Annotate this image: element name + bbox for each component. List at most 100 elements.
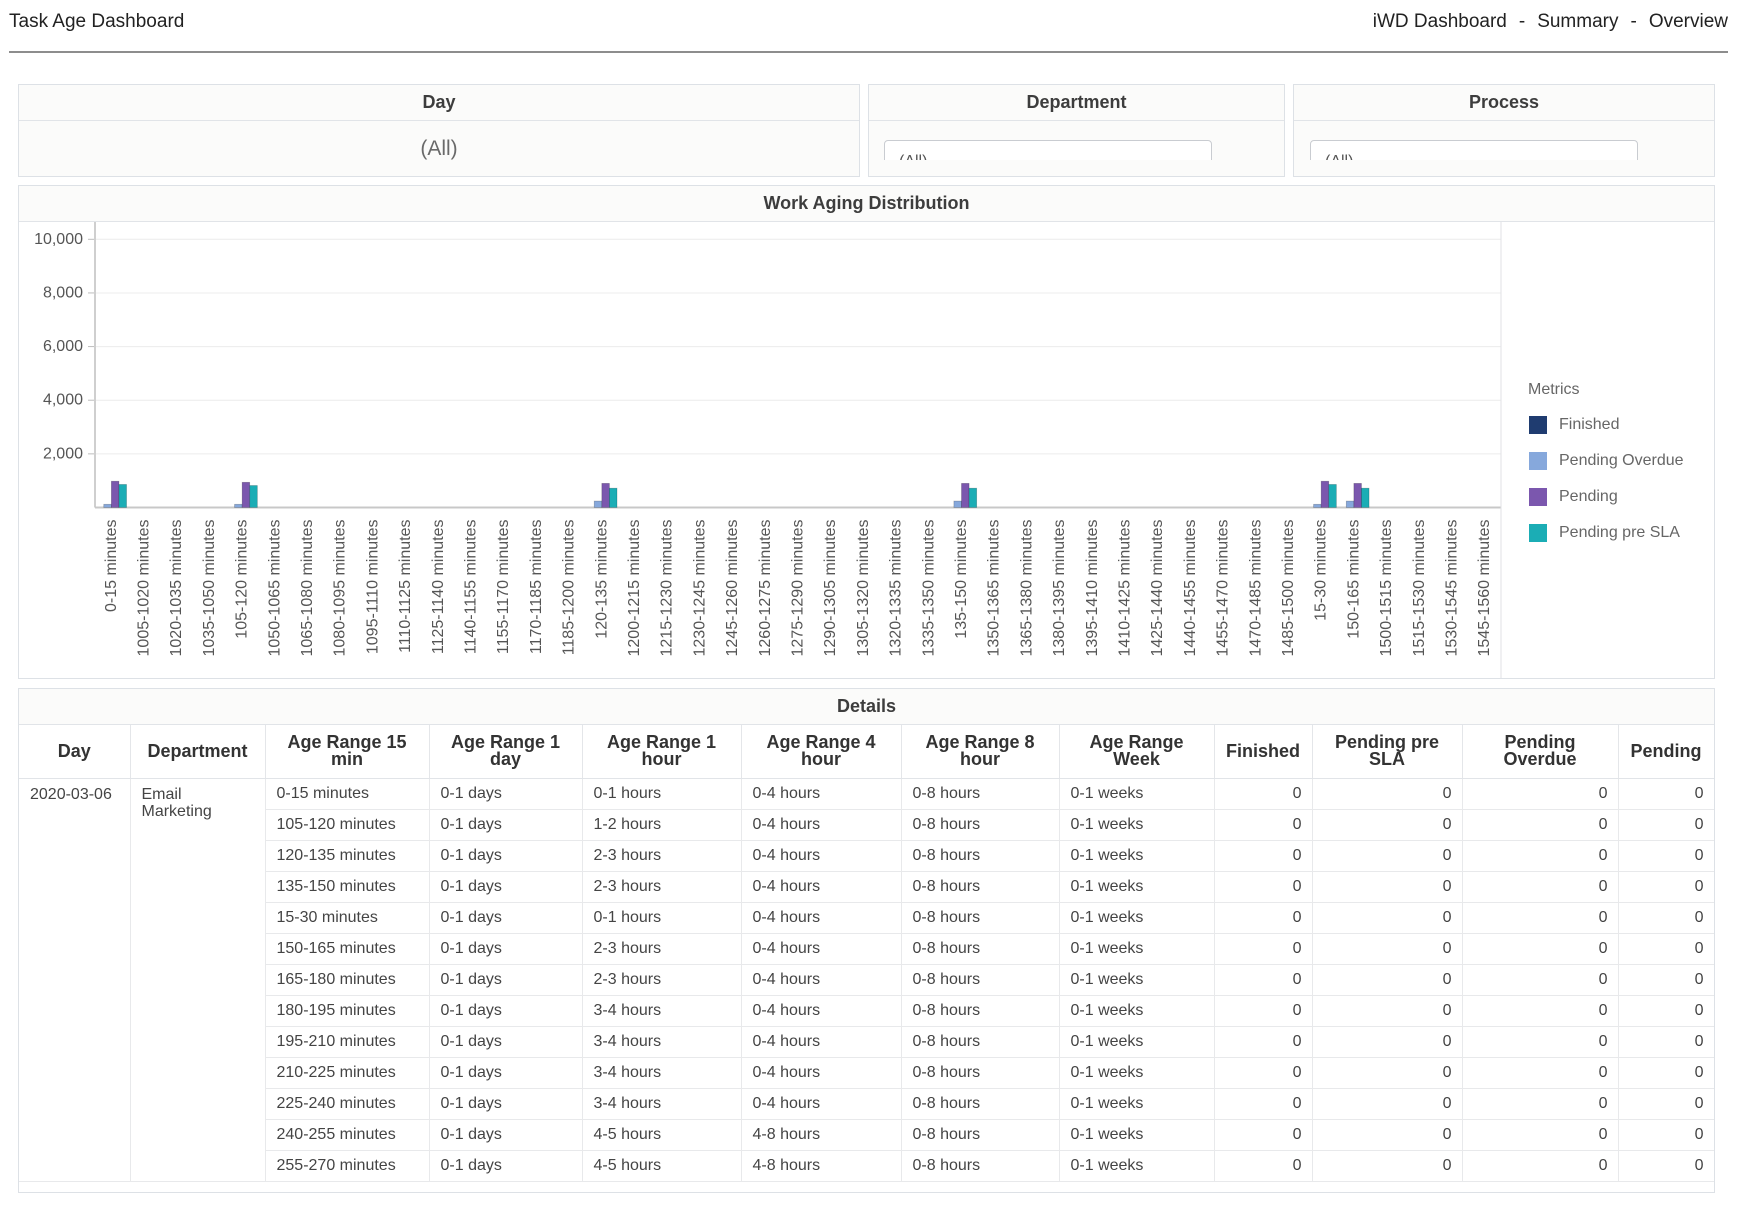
table-body: 2020-03-06 Email Marketing 0-15 minutes 0-1… [19, 778, 1714, 1182]
x-tick-label: 1470-1485 minutes [1247, 520, 1264, 657]
column-header-day[interactable]: Day [19, 725, 131, 779]
breadcrumb-iwd-dashboard[interactable]: iWD Dashboard [1372, 11, 1507, 32]
age-range-8-hour-cell: 0-8 hours [901, 840, 1060, 872]
pending-cell: 0 [1618, 933, 1714, 965]
age-range-week-cell: 0-1 weeks [1059, 1150, 1215, 1182]
age-range-1-day-cell: 0-1 days [429, 902, 583, 934]
column-header-pending-overdue[interactable]: Pending Overdue [1462, 725, 1619, 779]
pending-cell: 0 [1618, 809, 1714, 841]
x-tick-label: 1230-1245 minutes [691, 520, 708, 657]
x-tick-label: 1425-1440 minutes [1149, 520, 1166, 657]
column-header-age-range-week[interactable]: Age Range Week [1059, 725, 1215, 779]
process-filter-title: Process [1294, 85, 1714, 121]
x-tick-label: 1095-1110 minutes [364, 520, 381, 655]
column-header-finished[interactable]: Finished [1214, 725, 1313, 779]
pending-pre-sla-cell: 0 [1312, 840, 1463, 872]
age-range-1-day-cell: 0-1 days [429, 1057, 583, 1089]
pending-pre-sla-cell: 0 [1312, 778, 1463, 810]
pending-pre-sla-cell: 0 [1312, 902, 1463, 934]
chart-title: Work Aging Distribution [19, 186, 1714, 222]
x-tick-label: 1410-1425 minutes [1116, 520, 1133, 657]
legend-title: Metrics [1528, 381, 1580, 398]
breadcrumb-summary[interactable]: Summary [1537, 11, 1619, 32]
age-range-1-day-cell: 0-1 days [429, 995, 583, 1027]
x-tick-label: 1530-1545 minutes [1443, 520, 1460, 657]
column-header-age-range-15-min[interactable]: Age Range 15 min [265, 725, 430, 779]
age-range-4-hour-cell: 0-4 hours [741, 902, 902, 934]
bar-pending-overdue [103, 503, 112, 508]
legend-swatch [1529, 488, 1547, 506]
finished-cell: 0 [1214, 809, 1313, 841]
x-tick-label: 1245-1260 minutes [724, 520, 741, 657]
process-dropdown[interactable]: (All) [1310, 140, 1638, 160]
table-row: 120-135 minutes 0-1 days 2-3 hours 0-4 hour… [19, 840, 1714, 872]
column-header-department[interactable]: Department [130, 725, 266, 779]
breadcrumb-separator: - [1630, 11, 1637, 32]
legend-item-pending[interactable]: Pending [1529, 488, 1618, 506]
y-tick-label: 6,000 [43, 338, 83, 355]
age-range-15-min-cell: 210-225 minutes [265, 1057, 430, 1089]
x-tick-label: 1185-1200 minutes [561, 520, 578, 656]
pending-cell: 0 [1618, 1088, 1714, 1120]
finished-cell: 0 [1214, 1119, 1313, 1151]
age-range-1-hour-cell: 2-3 hours [582, 933, 742, 965]
day-filter-value[interactable]: (All) [420, 136, 458, 160]
column-header-age-range-1-day[interactable]: Age Range 1 day [429, 725, 583, 779]
x-tick-label: 105-120 minutes [234, 520, 251, 639]
finished-cell: 0 [1214, 1088, 1313, 1120]
x-tick-label: 1200-1215 minutes [626, 520, 643, 657]
column-header-age-range-8-hour[interactable]: Age Range 8 hour [901, 725, 1060, 779]
y-tick-label: 2,000 [43, 445, 83, 462]
age-range-1-hour-cell: 3-4 hours [582, 1088, 742, 1120]
process-dropdown-viewport: (All) [1310, 140, 1640, 160]
pending-pre-sla-cell: 0 [1312, 995, 1463, 1027]
age-range-15-min-cell: 240-255 minutes [265, 1119, 430, 1151]
age-range-1-day-cell: 0-1 days [429, 1088, 583, 1120]
legend-item-finished[interactable]: Finished [1529, 416, 1619, 434]
age-range-week-cell: 0-1 weeks [1059, 840, 1215, 872]
age-range-8-hour-cell: 0-8 hours [901, 964, 1060, 996]
age-range-15-min-cell: 150-165 minutes [265, 933, 430, 965]
table-header-row: Day Department Age Range 15 min Age Rang… [19, 725, 1714, 779]
column-header-age-range-1-hour[interactable]: Age Range 1 hour [582, 725, 742, 779]
age-range-week-cell: 0-1 weeks [1059, 871, 1215, 903]
column-header-pending[interactable]: Pending [1618, 725, 1714, 779]
x-tick-label: 1455-1470 minutes [1215, 520, 1232, 657]
age-range-4-hour-cell: 0-4 hours [741, 840, 902, 872]
x-tick-label: 1260-1275 minutes [757, 520, 774, 657]
age-range-4-hour-cell: 0-4 hours [741, 964, 902, 996]
x-tick-label: 1320-1335 minutes [888, 520, 905, 657]
age-range-15-min-cell: 0-15 minutes [265, 778, 430, 810]
age-range-1-hour-cell: 2-3 hours [582, 840, 742, 872]
bar-pending [1353, 483, 1362, 508]
pending-cell: 0 [1618, 840, 1714, 872]
age-range-1-hour-cell: 2-3 hours [582, 964, 742, 996]
y-tick-label: 10,000 [34, 231, 83, 248]
bar-pending-pre-sla [249, 485, 258, 508]
department-filter-panel: Department (All) [868, 84, 1285, 177]
age-range-week-cell: 0-1 weeks [1059, 778, 1215, 810]
bar-pending-pre-sla [118, 484, 127, 508]
age-range-1-hour-cell: 3-4 hours [582, 995, 742, 1027]
x-tick-label: 1275-1290 minutes [790, 520, 807, 657]
column-header-pending-pre-sla[interactable]: Pending pre SLA [1312, 725, 1463, 779]
legend-item-pending-overdue[interactable]: Pending Overdue [1529, 452, 1684, 470]
legend-swatch [1529, 524, 1547, 542]
header-divider [9, 51, 1728, 53]
pending-overdue-cell: 0 [1462, 964, 1619, 996]
legend-item-pending-pre-sla[interactable]: Pending pre SLA [1529, 524, 1680, 542]
age-range-1-hour-cell: 3-4 hours [582, 1057, 742, 1089]
details-table: Day Department Age Range 15 min Age Rang… [19, 725, 1714, 1182]
pending-overdue-cell: 0 [1462, 809, 1619, 841]
age-range-15-min-cell: 180-195 minutes [265, 995, 430, 1027]
age-range-8-hour-cell: 0-8 hours [901, 1088, 1060, 1120]
department-dropdown[interactable]: (All) [884, 140, 1212, 160]
column-header-age-range-4-hour[interactable]: Age Range 4 hour [741, 725, 902, 779]
work-aging-bar-chart: 2,000 4,000 6,000 8,000 10,000 0-15 minutes 10… [34, 222, 1502, 678]
details-table-viewport[interactable]: Day Department Age Range 15 min Age Rang… [19, 725, 1714, 1192]
x-tick-label: 1380-1395 minutes [1051, 520, 1068, 657]
breadcrumb-overview[interactable]: Overview [1648, 11, 1728, 32]
age-range-1-hour-cell: 4-5 hours [582, 1119, 742, 1151]
pending-overdue-cell: 0 [1462, 840, 1619, 872]
age-range-4-hour-cell: 0-4 hours [741, 1057, 902, 1089]
